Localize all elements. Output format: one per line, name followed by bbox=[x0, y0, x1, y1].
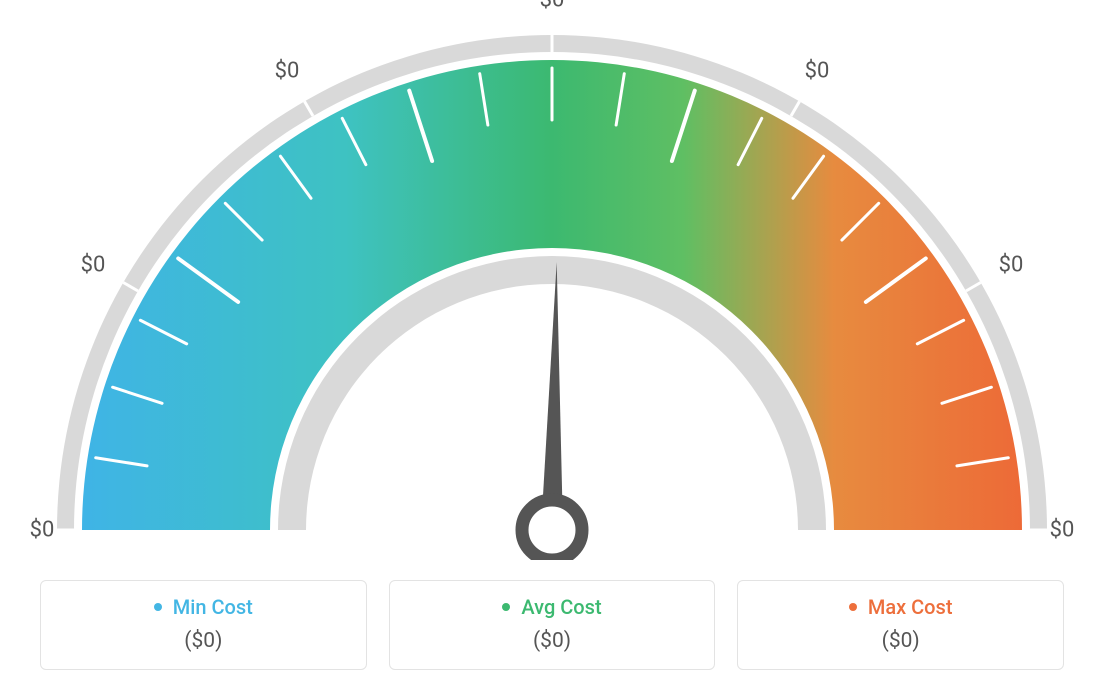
gauge-svg bbox=[42, 20, 1062, 560]
gauge-axis-label: $0 bbox=[999, 253, 1024, 278]
gauge-axis-label: $0 bbox=[805, 59, 830, 84]
legend-dot-max bbox=[849, 603, 857, 611]
legend-text-min: Min Cost bbox=[173, 595, 253, 619]
gauge-axis-label: $0 bbox=[30, 518, 55, 543]
gauge-axis-label: $0 bbox=[81, 253, 106, 278]
legend-label-min: Min Cost bbox=[59, 595, 348, 619]
legend-dot-avg bbox=[502, 603, 510, 611]
legend-dot-min bbox=[154, 603, 162, 611]
gauge-axis-label: $0 bbox=[275, 59, 300, 84]
legend-text-max: Max Cost bbox=[868, 595, 953, 619]
legend-label-max: Max Cost bbox=[756, 595, 1045, 619]
legend-label-avg: Avg Cost bbox=[408, 595, 697, 619]
legend-card-max: Max Cost ($0) bbox=[737, 580, 1064, 670]
legend-value-min: ($0) bbox=[59, 629, 348, 653]
legend-value-avg: ($0) bbox=[408, 629, 697, 653]
legend-text-avg: Avg Cost bbox=[521, 595, 601, 619]
gauge-cost-chart: $0 $0 $0 $0 $0 $0 $0 Min Cost ($0) Avg Cost ($… bbox=[0, 0, 1104, 690]
legend-card-avg: Avg Cost ($0) bbox=[389, 580, 716, 670]
legend-row: Min Cost ($0) Avg Cost ($0) Max Cost ($0… bbox=[0, 580, 1104, 670]
gauge-axis-label: $0 bbox=[540, 0, 565, 13]
gauge-area: $0$0$0$0$0$0$0 bbox=[42, 20, 1062, 560]
legend-card-min: Min Cost ($0) bbox=[40, 580, 367, 670]
legend-value-max: ($0) bbox=[756, 629, 1045, 653]
gauge-axis-label: $0 bbox=[1050, 518, 1075, 543]
